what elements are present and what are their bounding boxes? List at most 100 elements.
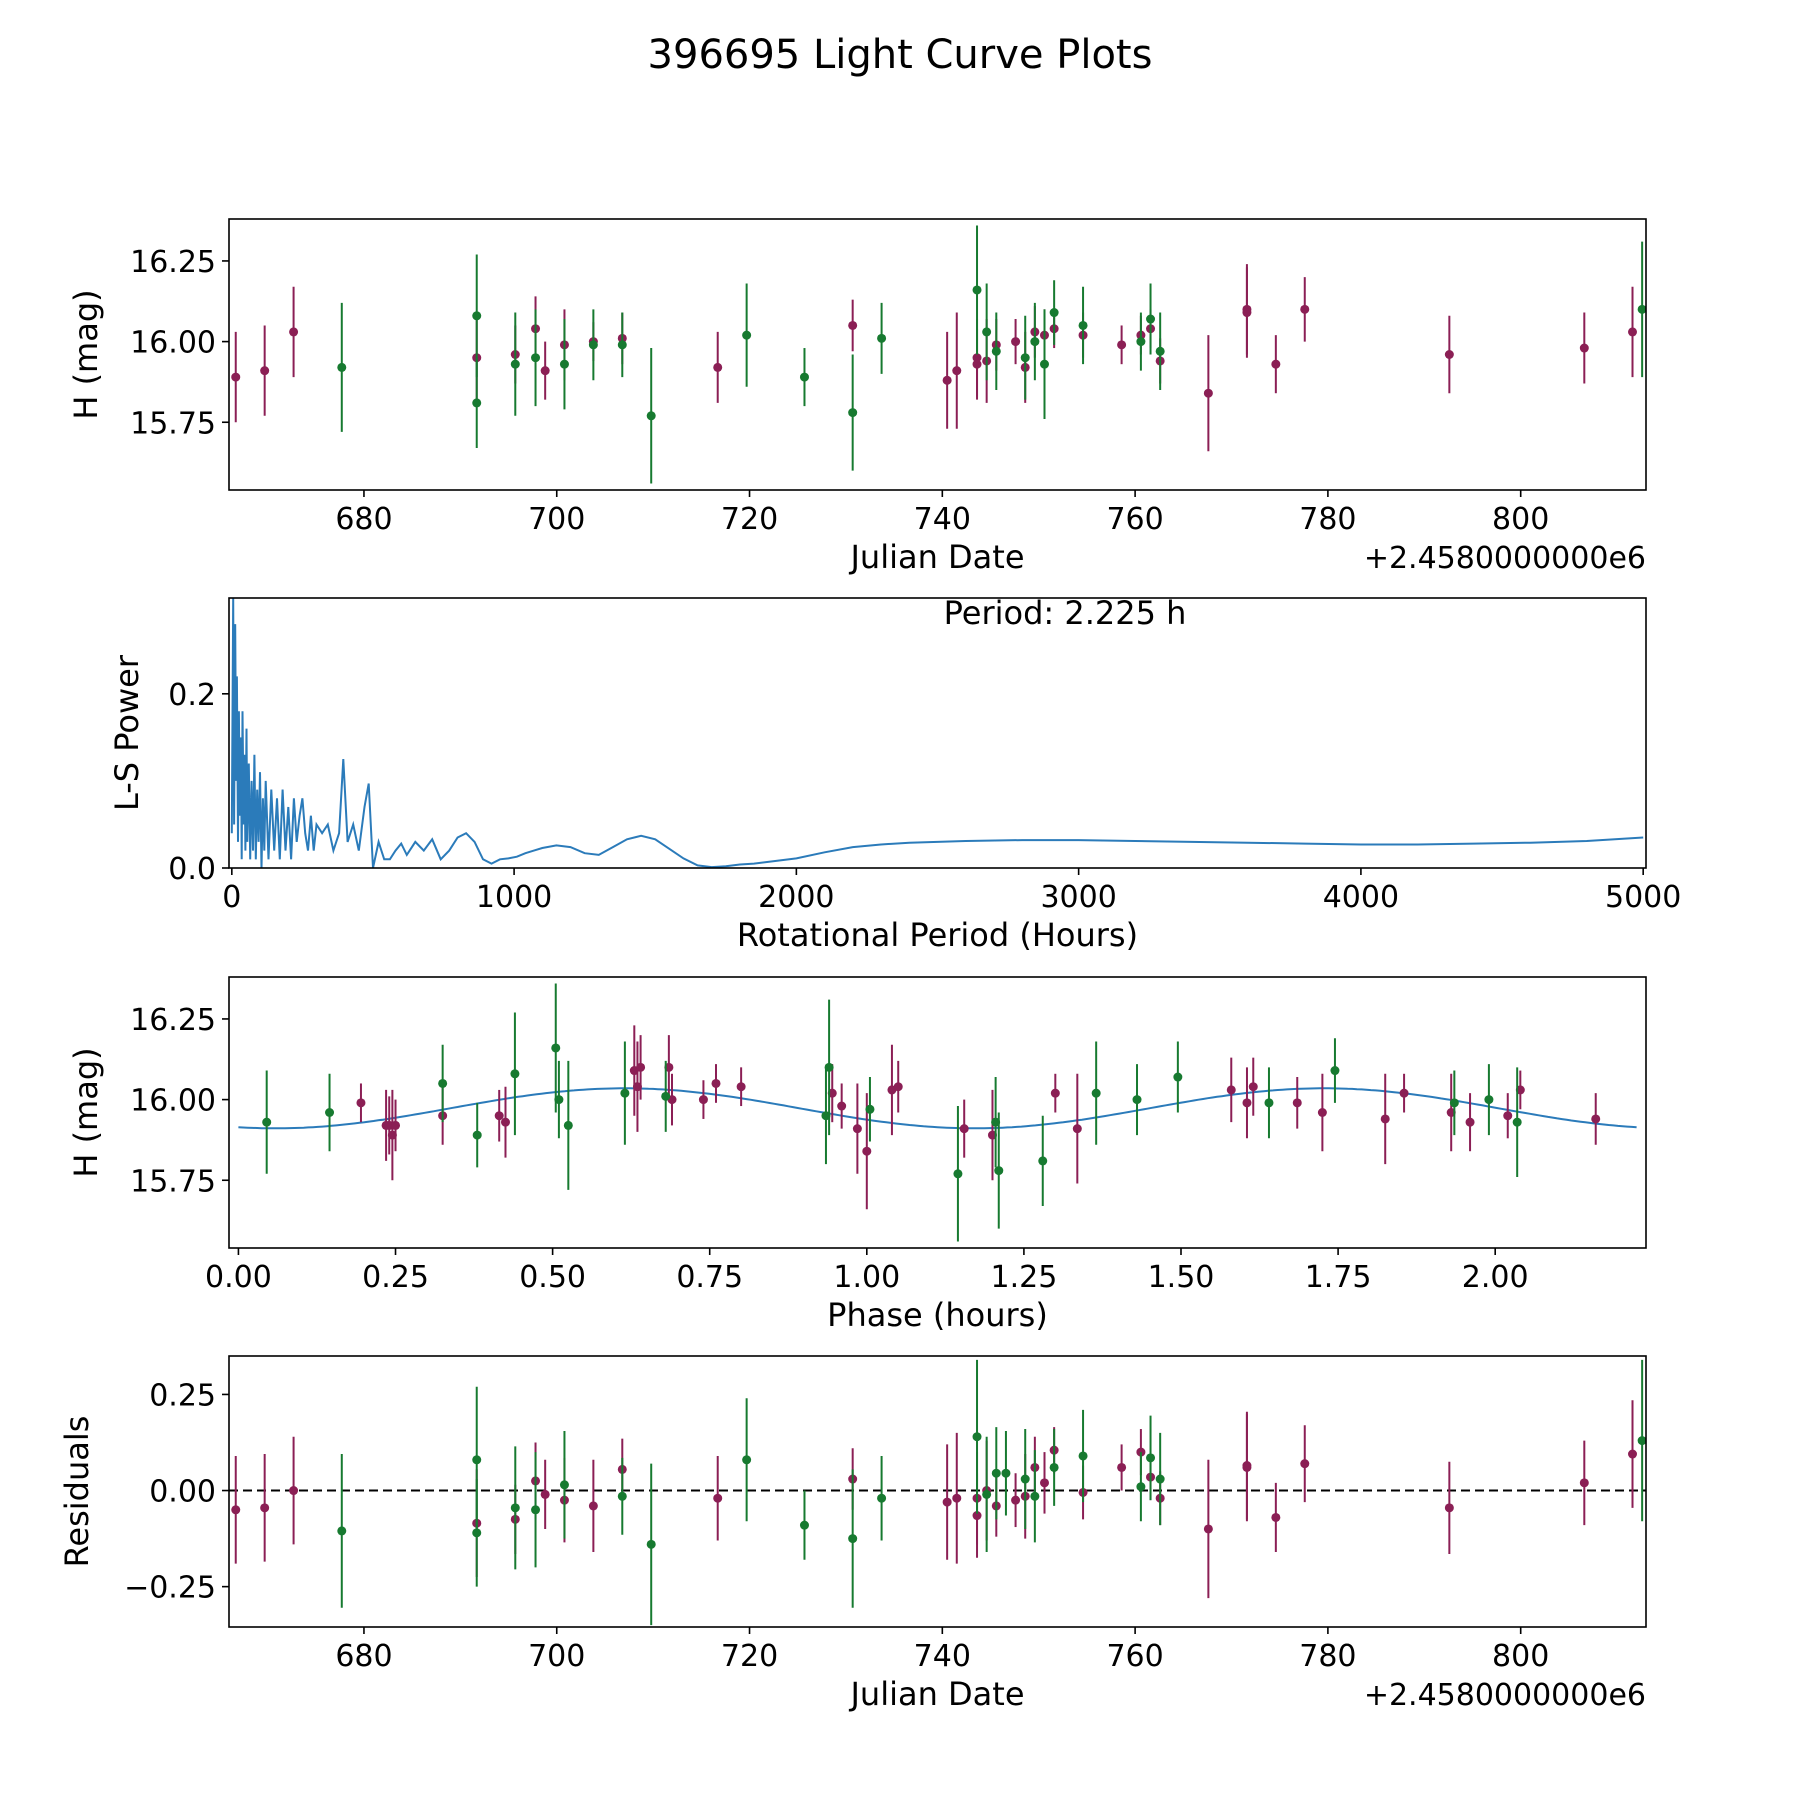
data-point [848, 354, 858, 471]
phased-lightcurve-panel: 0.00 0.25 0.50 0.75 1.00 1.25 1.50 1.75 2.00 15.7… [67, 976, 1647, 1334]
axes-frame [228, 976, 1647, 1249]
x-axis-label: Phase (hours) [827, 1296, 1048, 1334]
data-point [1248, 1057, 1258, 1116]
data-marker [1050, 1088, 1060, 1098]
data-point [337, 302, 347, 432]
y-tick-label: 15.75 [130, 406, 216, 441]
data-point [540, 1459, 550, 1529]
data-marker [1226, 1085, 1236, 1095]
x-offset-text: +2.4580000000e6 [1364, 541, 1646, 576]
data-point [510, 1446, 520, 1570]
data-point [620, 1041, 630, 1145]
data-marker [982, 1489, 992, 1499]
data-point [742, 283, 752, 387]
data-point [1264, 1067, 1274, 1139]
data-point [289, 1436, 299, 1545]
data-point [1136, 312, 1146, 371]
data-point [472, 1102, 482, 1168]
data-marker [1271, 359, 1281, 369]
x-axis-label: Julian Date [848, 538, 1024, 576]
x-tick-label: 4000 [1323, 880, 1399, 915]
data-marker [1484, 1095, 1494, 1105]
data-point [1091, 1041, 1101, 1145]
data-marker [262, 1117, 272, 1127]
data-marker [1001, 1468, 1011, 1478]
data-point [713, 1455, 723, 1541]
x-tick-label: 1.75 [1305, 1260, 1372, 1295]
data-marker [848, 408, 858, 418]
plot-area [238, 983, 1637, 1242]
x-tick-label: 680 [335, 502, 392, 537]
x-tick-label: 800 [1492, 1639, 1549, 1674]
data-marker [1203, 1524, 1213, 1534]
data-marker [994, 1166, 1004, 1176]
data-point [646, 1463, 656, 1626]
data-point [698, 1080, 708, 1119]
x-tick-label: 1.50 [1148, 1260, 1215, 1295]
data-point [952, 1432, 962, 1564]
data-point [1146, 1415, 1156, 1501]
data-point [588, 1459, 598, 1553]
data-marker [617, 340, 627, 350]
plot-area [230, 598, 1644, 868]
data-point [1155, 1432, 1165, 1526]
data-point [837, 1083, 847, 1129]
data-point [877, 1455, 887, 1541]
data-marker [472, 1528, 482, 1538]
data-marker [953, 1169, 963, 1179]
data-marker [563, 1120, 573, 1130]
axes-frame [228, 597, 1647, 869]
data-point [1039, 309, 1049, 420]
data-point [877, 302, 887, 374]
data-point [391, 1099, 401, 1152]
data-marker [636, 1062, 646, 1072]
x-tick-label: 720 [721, 1639, 778, 1674]
x-tick-label: 700 [528, 1639, 585, 1674]
data-point [1039, 1452, 1049, 1514]
y-tick-label: 0.25 [149, 1378, 216, 1413]
data-point [472, 1479, 482, 1587]
data-point [982, 1436, 992, 1553]
plot-area [231, 225, 1646, 484]
data-marker [1117, 340, 1127, 350]
y-tick-label: −0.25 [124, 1571, 216, 1606]
axes-frame [228, 1355, 1647, 1628]
data-point [848, 299, 858, 352]
data-point [1226, 1057, 1236, 1123]
data-marker [289, 1486, 299, 1496]
data-marker [1020, 353, 1030, 363]
data-marker [862, 1146, 872, 1156]
y-tick-label: 16.25 [130, 1003, 216, 1038]
data-point [356, 1083, 366, 1123]
data-marker [1136, 1482, 1146, 1492]
data-marker [959, 1124, 969, 1134]
data-point [736, 1067, 746, 1107]
data-point [1203, 1459, 1213, 1599]
data-point [942, 1444, 952, 1560]
data-marker [1203, 388, 1213, 398]
data-point [1380, 1073, 1390, 1165]
data-point [1011, 1473, 1021, 1528]
data-point [824, 999, 834, 1136]
data-marker [620, 1088, 630, 1098]
data-point [991, 1427, 1001, 1520]
data-point [551, 983, 561, 1113]
data-marker [1300, 1459, 1310, 1469]
data-marker [1317, 1108, 1327, 1117]
data-marker [942, 1497, 952, 1507]
data-point [563, 1060, 573, 1190]
data-point [1628, 1400, 1638, 1508]
data-point [510, 1012, 520, 1136]
x-tick-label: 0.00 [205, 1260, 272, 1295]
data-marker [510, 1503, 520, 1513]
data-point [1242, 267, 1252, 358]
data-marker [494, 1111, 504, 1121]
data-marker [531, 1505, 541, 1515]
data-point [500, 1086, 510, 1158]
data-point [1173, 1041, 1183, 1113]
data-marker [1038, 1156, 1048, 1166]
data-marker [472, 398, 482, 408]
x-tick-label: 2.00 [1462, 1260, 1529, 1295]
data-marker [646, 1539, 656, 1549]
data-marker [1579, 343, 1589, 353]
